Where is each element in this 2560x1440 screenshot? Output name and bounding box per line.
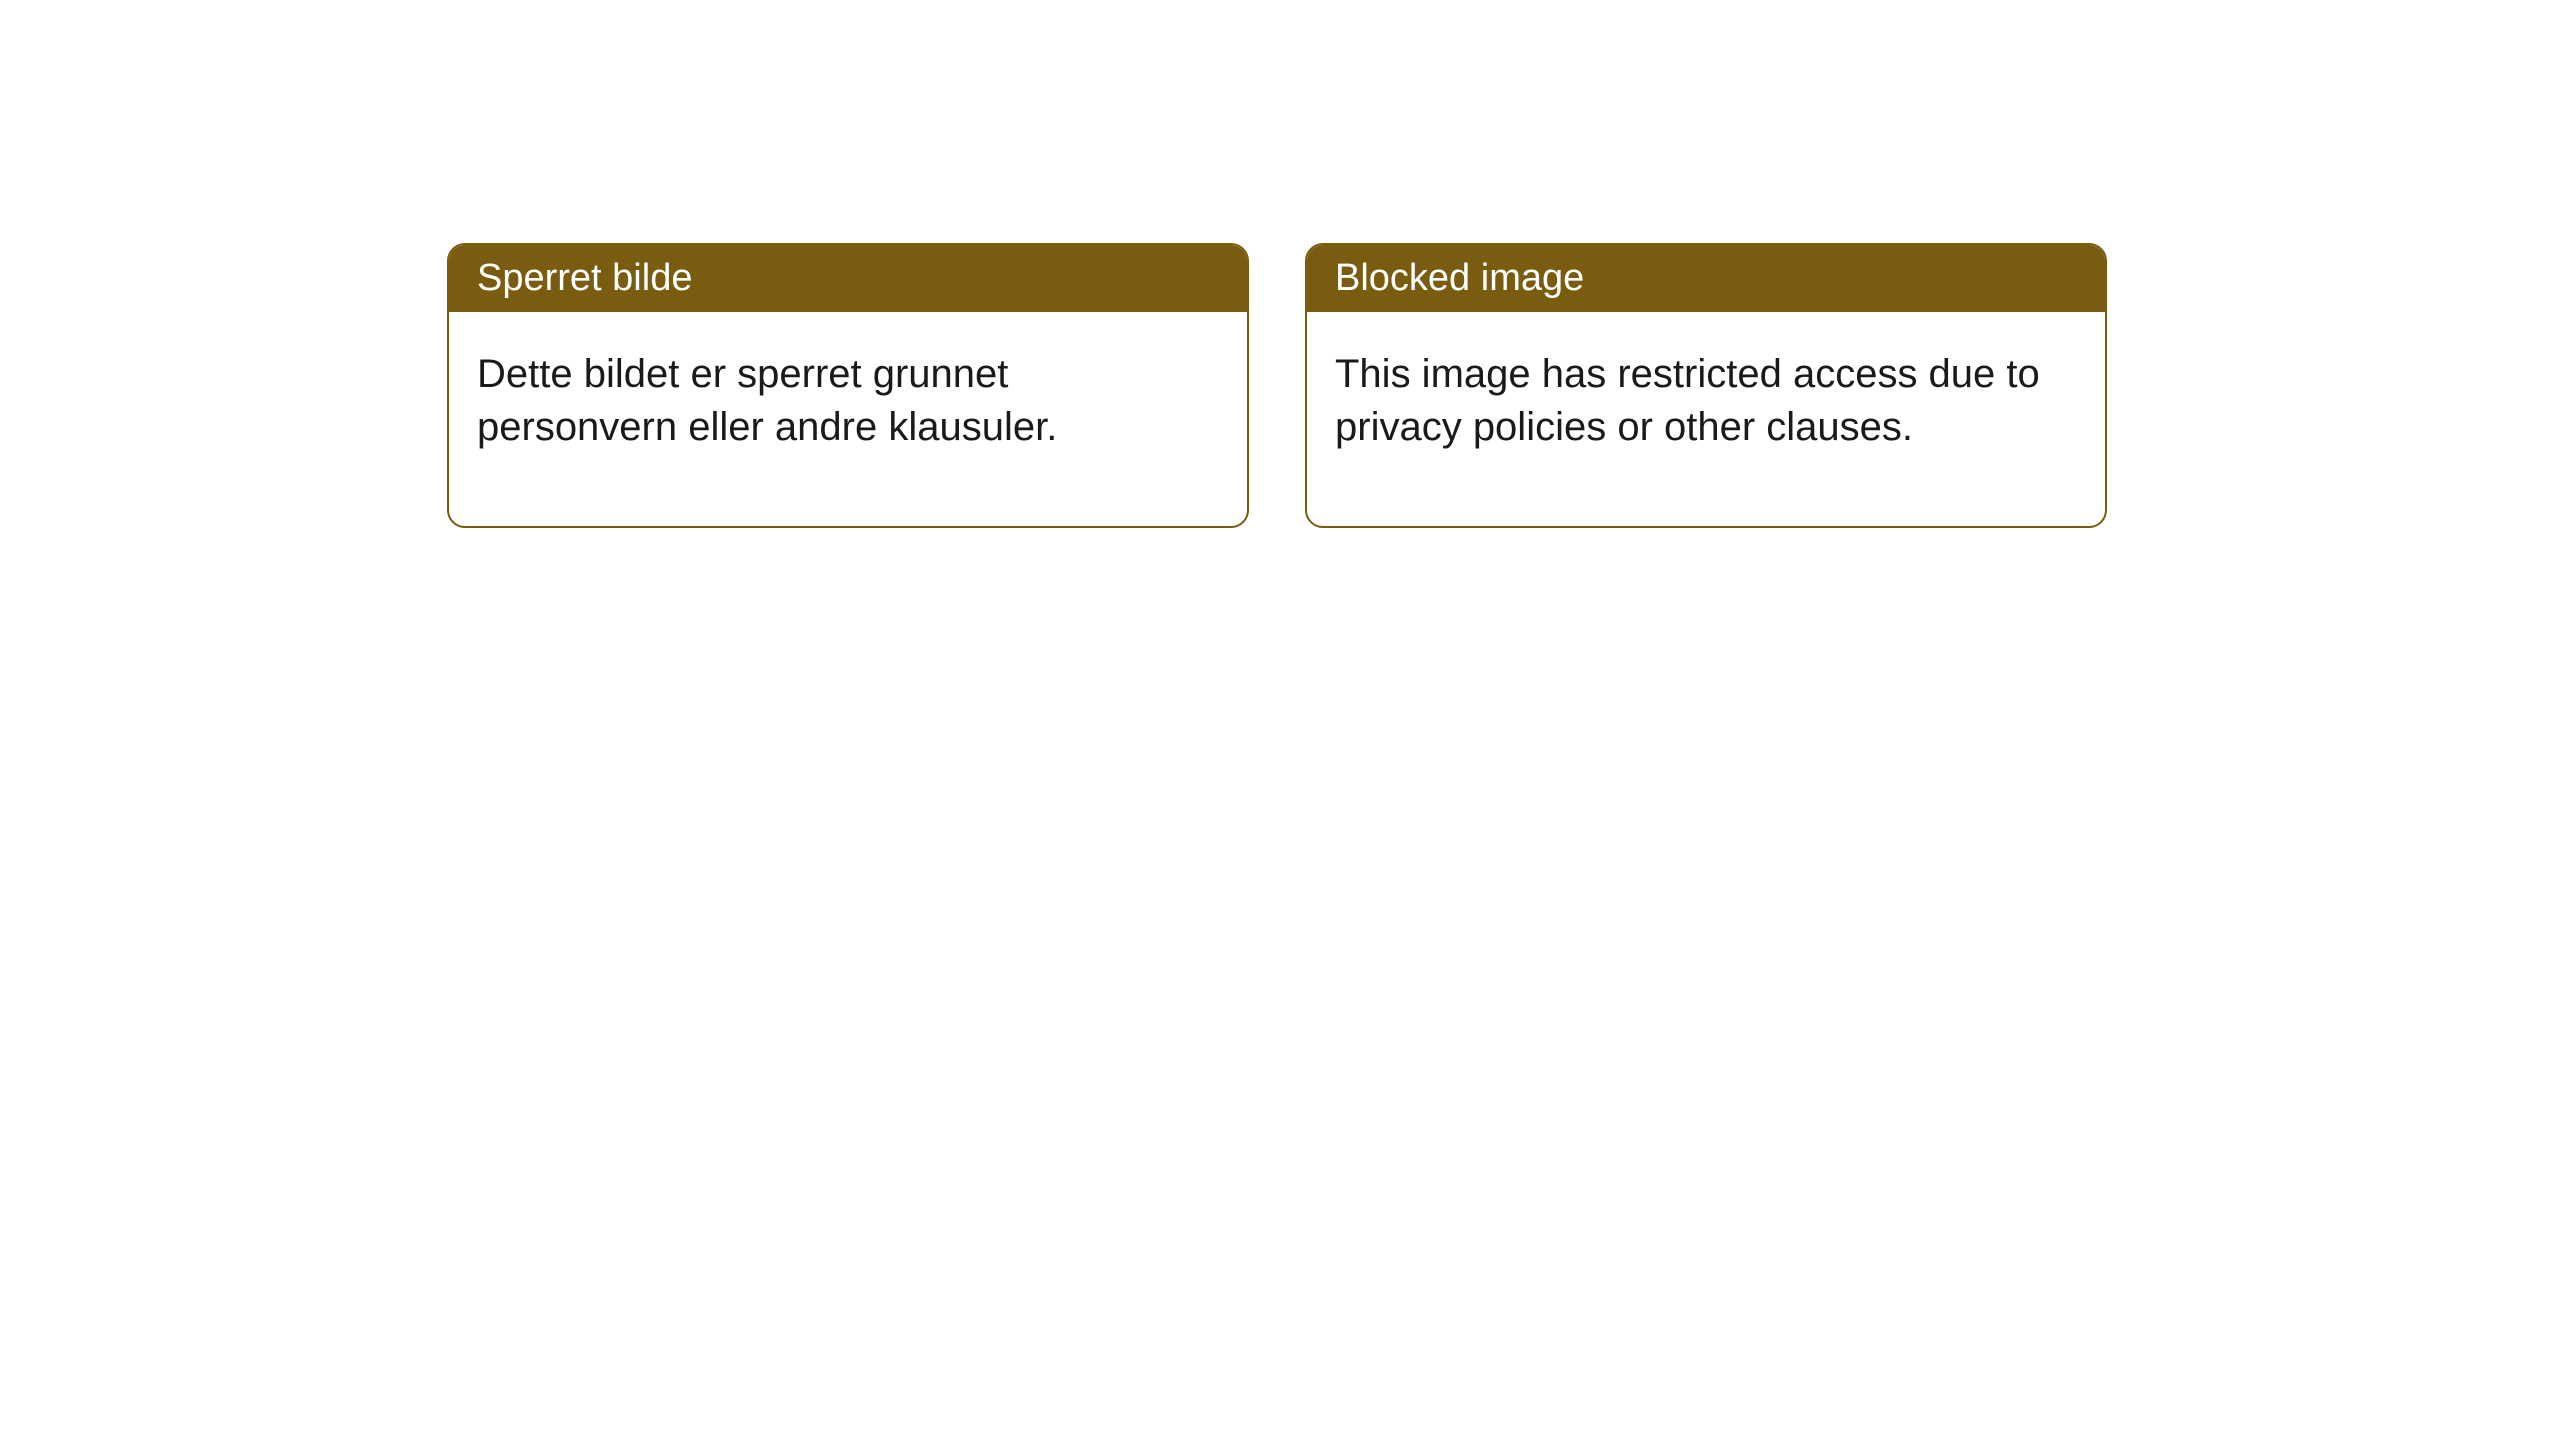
card-body-norwegian: Dette bildet er sperret grunnet personve… bbox=[449, 312, 1247, 526]
card-body-english: This image has restricted access due to … bbox=[1307, 312, 2105, 526]
card-header-norwegian: Sperret bilde bbox=[449, 245, 1247, 312]
card-body-text: This image has restricted access due to … bbox=[1335, 352, 2040, 449]
card-container: Sperret bilde Dette bildet er sperret gr… bbox=[447, 243, 2107, 528]
card-body-text: Dette bildet er sperret grunnet personve… bbox=[477, 352, 1057, 449]
card-header-text: Blocked image bbox=[1335, 257, 1584, 299]
card-header-english: Blocked image bbox=[1307, 245, 2105, 312]
card-norwegian: Sperret bilde Dette bildet er sperret gr… bbox=[447, 243, 1249, 528]
card-english: Blocked image This image has restricted … bbox=[1305, 243, 2107, 528]
card-header-text: Sperret bilde bbox=[477, 257, 692, 299]
